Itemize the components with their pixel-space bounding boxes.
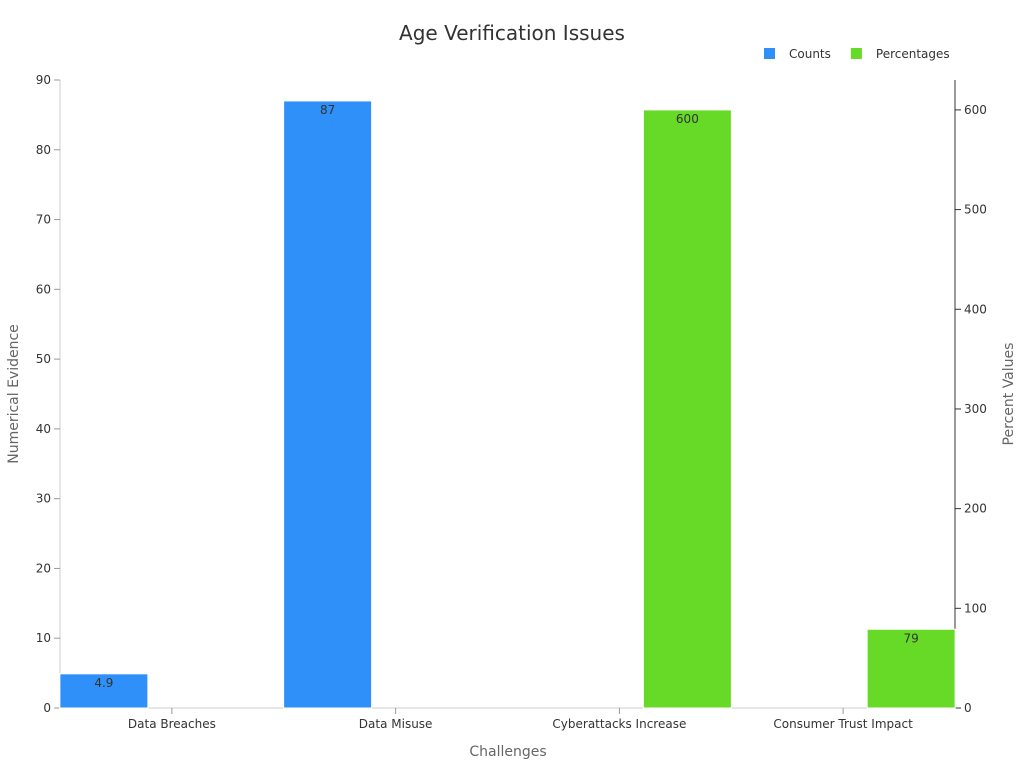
right-y-axis-label: Percent Values — [1001, 343, 1017, 446]
left-y-tick-label: 10 — [36, 631, 51, 645]
right-y-tick-label: 300 — [964, 402, 987, 416]
left-y-tick-label: 0 — [43, 701, 51, 715]
left-y-tick-label: 30 — [36, 492, 51, 506]
right-y-tick-label: 100 — [964, 601, 987, 615]
x-axis-label: Challenges — [469, 744, 546, 760]
left-y-tick-label: 20 — [36, 561, 51, 575]
bar — [283, 100, 373, 709]
x-tick-label: Data Misuse — [359, 717, 433, 731]
bar — [59, 673, 149, 709]
data-label: 87 — [320, 103, 335, 117]
left-y-tick-label: 70 — [36, 213, 51, 227]
x-tick-label: Cyberattacks Increase — [552, 717, 686, 731]
left-y-tick-label: 80 — [36, 143, 51, 157]
data-label: 600 — [676, 112, 699, 126]
chart-title: Age Verification Issues — [399, 21, 625, 45]
left-y-tick-label: 90 — [36, 73, 51, 87]
legend-label: Counts — [789, 47, 831, 61]
bars: 4.9 87 600 79 — [59, 100, 956, 709]
legend-swatch — [764, 48, 775, 59]
axes: 0 10 20 30 40 50 60 70 80 90 0 100 200 300 400 500 600 Da… — [36, 73, 987, 731]
right-y-tick-label: 600 — [964, 103, 987, 117]
left-y-tick-label: 40 — [36, 422, 51, 436]
x-tick-label: Data Breaches — [128, 717, 216, 731]
left-y-tick-label: 50 — [36, 352, 51, 366]
data-label: 79 — [903, 631, 918, 645]
x-tick-label: Consumer Trust Impact — [773, 717, 913, 731]
left-y-tick-label: 60 — [36, 282, 51, 296]
right-y-tick-label: 400 — [964, 302, 987, 316]
legend-label: Percentages — [876, 47, 950, 61]
data-label: 4.9 — [94, 676, 113, 690]
bar — [642, 109, 732, 709]
right-y-tick-label: 200 — [964, 502, 987, 516]
right-y-tick-label: 500 — [964, 203, 987, 217]
legend-swatch — [850, 48, 862, 59]
legend: Counts Percentages — [764, 47, 950, 61]
right-y-tick-label: 0 — [964, 701, 972, 715]
left-y-axis-label: Numerical Evidence — [6, 324, 22, 464]
bar — [866, 628, 956, 709]
